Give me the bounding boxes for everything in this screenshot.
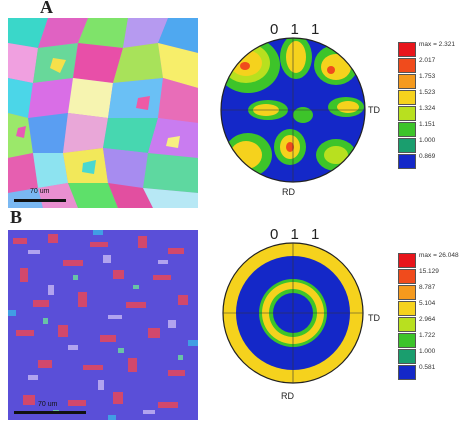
legend-a-swatch xyxy=(398,42,416,57)
legend-a-swatch xyxy=(398,74,416,89)
ebsd-map-a xyxy=(8,18,198,208)
pole-figure-a-td-label: TD xyxy=(368,105,380,115)
pole-figure-b xyxy=(220,240,366,386)
ebsd-map-b xyxy=(8,230,198,420)
legend-b-entry: 15.129 xyxy=(419,268,439,275)
legend-a-swatch xyxy=(398,122,416,137)
legend-b-swatch xyxy=(398,269,416,284)
legend-a-entry: 1.523 xyxy=(419,89,436,96)
scale-bar-a-label: 70 um xyxy=(30,188,50,195)
legend-b-swatch xyxy=(398,333,416,348)
legend-a-entry: 0.869 xyxy=(419,153,436,160)
pole-figure-a xyxy=(218,35,368,185)
legend-b-entry: max = 26.048 xyxy=(419,252,459,259)
legend-b-entry: 5.104 xyxy=(419,300,436,307)
legend-a-swatch xyxy=(398,138,416,153)
legend-b xyxy=(398,253,416,381)
pole-figure-b-td-label: TD xyxy=(368,313,380,323)
legend-b-swatch xyxy=(398,365,416,380)
legend-b-swatch xyxy=(398,349,416,364)
legend-b-entry: 2.964 xyxy=(419,316,436,323)
scale-bar-b xyxy=(14,411,86,414)
legend-a xyxy=(398,42,416,170)
pole-figure-b-title: 0 1 1 xyxy=(270,226,324,243)
legend-a-swatch xyxy=(398,154,416,169)
legend-b-swatch xyxy=(398,253,416,268)
legend-b-swatch xyxy=(398,285,416,300)
legend-b-swatch xyxy=(398,301,416,316)
legend-a-entry: 2.017 xyxy=(419,57,436,64)
legend-a-swatch xyxy=(398,58,416,73)
legend-b-entry: 0.581 xyxy=(419,364,436,371)
legend-b-entry: 8.787 xyxy=(419,284,436,291)
legend-a-entry: 1.753 xyxy=(419,73,436,80)
pole-figure-a-title: 0 1 1 xyxy=(270,21,324,38)
legend-b-swatch xyxy=(398,317,416,332)
pole-figure-a-rd-label: RD xyxy=(282,187,295,197)
panel-b-label: B xyxy=(10,207,23,227)
legend-a-swatch xyxy=(398,106,416,121)
legend-a-swatch xyxy=(398,90,416,105)
legend-a-entry: 1.000 xyxy=(419,137,436,144)
scale-bar-b-label: 70 um xyxy=(38,401,58,408)
legend-a-entry: 1.151 xyxy=(419,121,436,128)
pole-figure-b-rd-label: RD xyxy=(281,391,294,401)
scale-bar-a xyxy=(14,199,66,202)
legend-a-entry: max = 2.321 xyxy=(419,41,455,48)
panel-a-label: A xyxy=(40,0,53,17)
legend-b-entry: 1.722 xyxy=(419,332,436,339)
legend-a-entry: 1.324 xyxy=(419,105,436,112)
legend-b-entry: 1.000 xyxy=(419,348,436,355)
